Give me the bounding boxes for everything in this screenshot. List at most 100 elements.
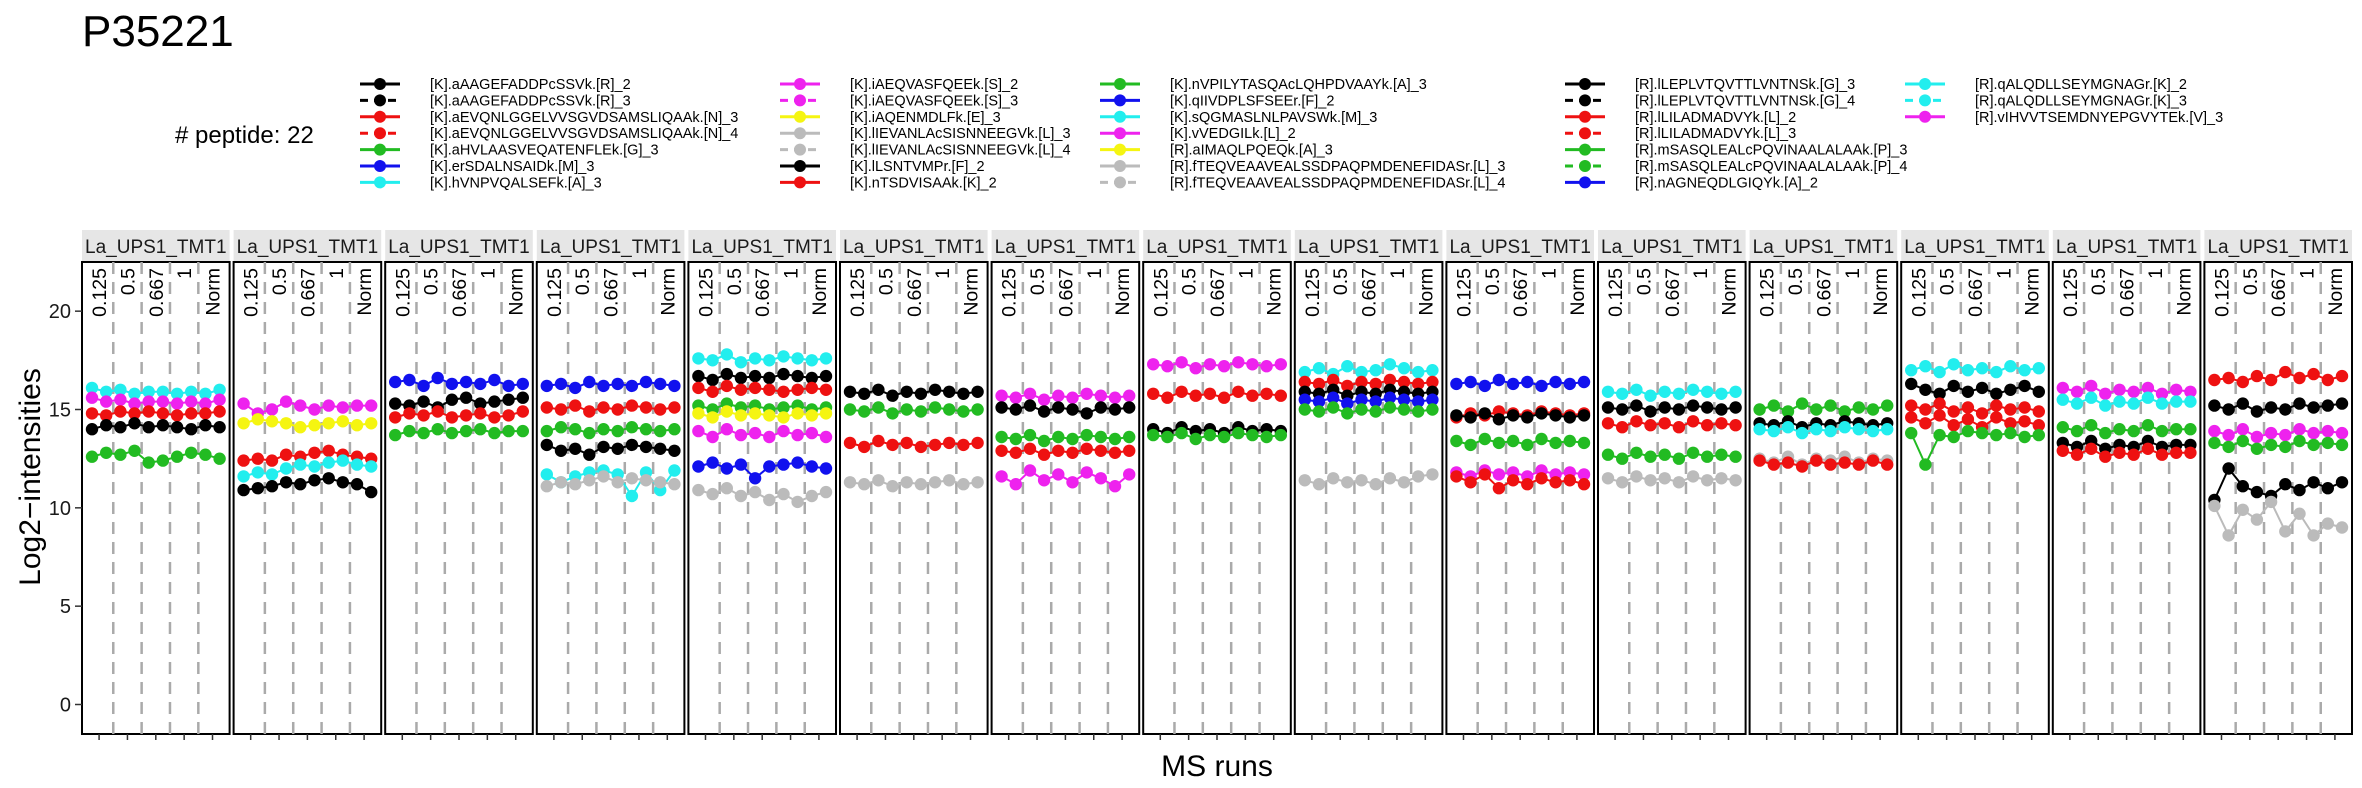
data-point xyxy=(85,381,99,395)
facet-panel: La_UPS1_TMT1 0.125 0.5 0.667 1 Norm xyxy=(1142,230,1292,740)
data-point xyxy=(1327,472,1340,485)
data-point xyxy=(957,405,970,418)
legend-item: [K].qIIVDPLSFSEEr.[F]_2 xyxy=(1100,93,1334,109)
data-point xyxy=(1729,450,1742,463)
data-point xyxy=(1023,387,1037,400)
series-path xyxy=(243,418,372,429)
data-point xyxy=(692,369,705,383)
data-point xyxy=(1616,421,1629,434)
facet-strip-label: La_UPS1_TMT1 xyxy=(237,237,379,258)
data-point xyxy=(1535,407,1548,420)
legend-item: [R].lLILADMADVYk.[L]_2 xyxy=(1565,110,1796,126)
condition-label: 0.5 xyxy=(1179,268,1201,295)
data-point xyxy=(1672,421,1686,434)
data-point xyxy=(1905,364,1918,377)
data-point xyxy=(791,369,804,383)
data-point xyxy=(237,397,250,410)
data-point xyxy=(625,472,639,485)
data-point xyxy=(1549,409,1562,422)
series-line xyxy=(1298,391,1439,410)
series-path xyxy=(1456,412,1585,421)
legend-item: [R].lLEPLVTQVTTLVNTNSk.[G]_3 xyxy=(1565,77,1855,93)
series-line xyxy=(2208,434,2349,455)
series-path xyxy=(1759,426,1888,435)
data-point xyxy=(843,436,857,450)
series-path xyxy=(1607,451,1736,460)
condition-label: 0.667 xyxy=(1965,268,1987,317)
data-point xyxy=(1298,393,1312,406)
data-point xyxy=(2113,383,2126,396)
data-point xyxy=(2113,446,2126,459)
data-point xyxy=(763,354,776,367)
series-path xyxy=(849,388,978,397)
series-path xyxy=(1001,469,1130,488)
data-point xyxy=(1412,395,1425,408)
data-point xyxy=(1535,379,1548,393)
series-line xyxy=(692,348,833,369)
condition-label: 0.125 xyxy=(847,268,869,317)
data-point xyxy=(1506,409,1520,422)
data-point xyxy=(625,421,639,434)
facet-panel: La_UPS1_TMT1 0.125 0.5 0.667 1 Norm xyxy=(384,230,534,740)
condition-label: 0.5 xyxy=(117,268,139,295)
data-point xyxy=(2236,375,2249,389)
data-point xyxy=(2208,436,2221,450)
legend-label: [R].qALQDLLSEYMGNAGr.[K]_2 xyxy=(1975,77,2187,93)
data-point xyxy=(1601,417,1615,430)
data-point xyxy=(2099,399,2112,412)
data-point xyxy=(1450,409,1463,422)
legend-item: [K].sQGMASLNLPAVSWk.[M]_3 xyxy=(1100,110,1377,126)
series-line xyxy=(237,413,378,434)
series-path xyxy=(1910,414,2040,429)
data-point xyxy=(2250,405,2264,418)
series-line xyxy=(1298,373,1439,393)
data-point xyxy=(199,397,212,410)
data-point xyxy=(706,456,719,469)
data-point xyxy=(1686,415,1700,428)
data-point xyxy=(1312,478,1326,491)
series-path xyxy=(1456,469,1585,478)
data-point xyxy=(1123,444,1136,457)
series-path xyxy=(1304,406,1433,415)
data-point xyxy=(1147,387,1160,400)
data-point xyxy=(114,405,127,418)
data-point xyxy=(692,381,705,395)
facet-strip-label: La_UPS1_TMT1 xyxy=(540,237,682,258)
condition-label: 0.667 xyxy=(449,268,471,317)
data-point xyxy=(805,409,818,422)
data-point xyxy=(2099,426,2112,440)
data-point xyxy=(237,454,250,467)
series-path xyxy=(243,459,372,478)
data-point xyxy=(1203,428,1217,442)
series-line xyxy=(1753,454,1894,473)
data-point xyxy=(1009,446,1022,459)
data-point xyxy=(872,401,885,414)
series-line xyxy=(995,387,1136,406)
condition-label: 0.5 xyxy=(724,268,746,295)
data-point xyxy=(540,468,553,481)
series-line xyxy=(843,401,984,420)
data-point xyxy=(156,385,170,398)
data-point xyxy=(459,409,473,422)
data-point xyxy=(777,367,790,381)
data-point xyxy=(1686,470,1700,483)
data-point xyxy=(625,438,639,452)
data-point xyxy=(971,403,984,416)
condition-label: 0.667 xyxy=(297,268,319,317)
data-point xyxy=(900,476,913,489)
data-point xyxy=(114,448,127,461)
legend-label: [R].fTEQVEAAVEALSSDPAQPMDENEFIDASr.[L]_4 xyxy=(1170,175,1505,191)
data-point xyxy=(540,438,553,452)
series-path xyxy=(1153,361,1281,370)
data-point xyxy=(1412,377,1425,391)
data-point xyxy=(2032,405,2046,418)
data-point xyxy=(2293,483,2306,497)
series-line xyxy=(1450,407,1591,426)
data-point xyxy=(2056,444,2069,457)
condition-label: 0.667 xyxy=(1510,268,1532,317)
data-point xyxy=(1881,399,1894,412)
data-point xyxy=(1961,413,1975,426)
data-point xyxy=(445,393,459,406)
data-point xyxy=(625,379,639,393)
